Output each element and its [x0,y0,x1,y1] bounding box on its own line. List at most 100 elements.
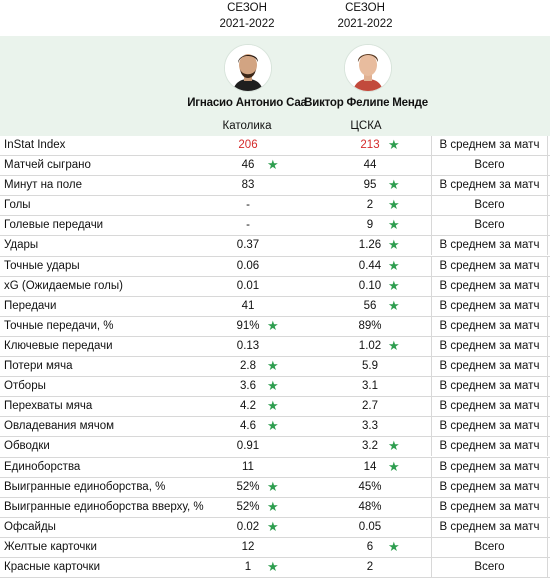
player1-value: 11 [242,460,254,473]
player1-value: 52% [236,480,260,493]
stat-label: Удары [4,239,39,252]
stat-label: Потери мяча [4,360,73,373]
player2-value: 3.1 [362,380,378,393]
player1-star-icon: ★ [267,558,279,574]
player2-value: 95 [363,179,377,192]
stat-basis: В среднем за матч [431,517,548,537]
stat-row: InStat Index 206 213 ★ В среднем за матч [0,136,550,157]
stat-row: Выигранные единоборства вверху, % 52% ★ 48%… [0,497,550,518]
stat-label: Выигранные единоборства, % [4,480,166,493]
player1-value: - [246,219,250,232]
player2-value: 2 [366,199,374,212]
player2-star-icon: ★ [388,257,400,273]
stat-basis: Всего [431,537,548,557]
stat-basis: В среднем за матч [431,397,548,417]
stat-row: Точные передачи, % 91% ★ 89% В среднем за ма… [0,316,550,337]
player1-value: 1 [244,560,252,573]
player2-season-years: 2021-2022 [337,18,393,30]
stat-row: xG (Ожидаемые голы) 0.01 0.10 ★ В среднем за… [0,276,550,297]
stat-basis: В среднем за матч [431,417,548,437]
player1-value: 46 [241,159,255,172]
stat-row: Единоборства 11 14 ★ В среднем за матч [0,457,550,478]
player2-value: 213 [360,139,380,151]
player2-value: 1.26 [358,239,382,252]
stat-basis: Всего [431,196,548,216]
stat-label: Минут на поле [4,179,82,192]
stat-label: Ключевые передачи [4,339,113,352]
player2-star-icon: ★ [388,458,400,474]
stat-row: Выигранные единоборства, % 52% ★ 45% В средн… [0,477,550,498]
player1-value: 12 [241,540,255,553]
player1-star-icon: ★ [267,378,279,394]
player2-avatar [344,44,392,92]
player2-star-icon: ★ [388,538,400,554]
player2-team[interactable]: ЦСКА [350,120,382,132]
players-header-band [0,36,550,136]
stat-label: Офсайды [4,520,56,533]
player2-value: 48% [358,500,382,513]
stat-label: Точные передачи, % [4,319,114,332]
stat-label: Голевые передачи [4,219,104,232]
player2-star-icon: ★ [388,217,400,233]
player2-value: 5.9 [362,360,378,373]
player1-star-icon: ★ [267,518,279,534]
player2-season: СЕЗОН 2021-2022 [310,0,420,32]
stat-label: Обводки [4,440,50,453]
stat-basis: В среднем за матч [431,176,548,196]
player1-star-icon: ★ [267,478,279,494]
stat-basis: В среднем за матч [431,296,548,316]
stat-row: Перехваты мяча 4.2 ★ 2.7 В среднем за матч [0,397,550,418]
player1-team[interactable]: Католика [222,120,272,132]
player1-value: 91% [236,319,260,332]
stat-basis: В среднем за матч [431,256,548,276]
player1-avatar [224,44,272,92]
player1-value: 41 [241,299,255,312]
player1-star-icon: ★ [267,317,279,333]
player2-value: 45% [358,480,382,493]
stat-label: Отборы [4,380,46,393]
player1-star-icon: ★ [267,398,279,414]
stat-row: Голевые передачи - 9 ★ Всего [0,216,550,237]
stat-basis: В среднем за матч [431,276,548,296]
player1-star-icon: ★ [267,418,279,434]
player1-star-icon: ★ [267,157,279,173]
stat-basis: В среднем за матч [431,136,548,155]
stat-row: Обводки 0.91 3.2 ★ В среднем за матч [0,437,550,458]
stat-label: Точные удары [4,259,80,272]
player2-value: 56 [363,299,377,312]
stat-basis: В среднем за матч [431,377,548,397]
stat-basis: В среднем за матч [431,477,548,497]
player1-name[interactable]: Игнасио Антонио Саа [187,97,307,109]
player1-value: 206 [238,139,258,151]
player1-value: 0.13 [236,339,260,352]
stat-label: Голы [4,199,31,212]
stat-row: Точные удары 0.06 0.44 ★ В среднем за матч [0,256,550,277]
player2-star-icon: ★ [388,337,400,353]
stat-label: Выигранные единоборства вверху, % [4,500,204,513]
player2-value: 44 [363,159,377,172]
stat-row: Передачи 41 56 ★ В среднем за матч [0,296,550,317]
player2-value: 6 [366,540,374,553]
stat-basis: Всего [431,557,548,577]
stat-label: Передачи [4,299,57,312]
stat-row: Красные карточки 1 ★ 2 Всего [0,557,550,578]
player1-value: 0.06 [236,259,260,272]
stat-label: Перехваты мяча [4,400,93,413]
player2-value: 0.10 [358,279,382,292]
stat-row: Офсайды 0.02 ★ 0.05 В среднем за матч [0,517,550,538]
player2-season-label: СЕЗОН [345,2,385,14]
stat-row: Овладевания мячом 4.6 ★ 3.3 В среднем за мат… [0,417,550,438]
player1-value: 0.91 [236,440,260,453]
player2-star-icon: ★ [388,237,400,253]
stat-label: InStat Index [4,139,66,151]
player1-value: 0.02 [236,520,260,533]
stat-row: Голы - 2 ★ Всего [0,196,550,217]
player1-value: 4.2 [240,400,256,413]
player2-name[interactable]: Виктор Фелипе Менде [304,97,428,109]
player1-season-label: СЕЗОН [227,2,267,14]
player2-value: 1.02 [358,339,382,352]
player2-value: 9 [366,219,374,232]
stat-basis: В среднем за матч [431,357,548,377]
stat-label: Желтые карточки [4,540,97,553]
player2-star-icon: ★ [388,297,400,313]
